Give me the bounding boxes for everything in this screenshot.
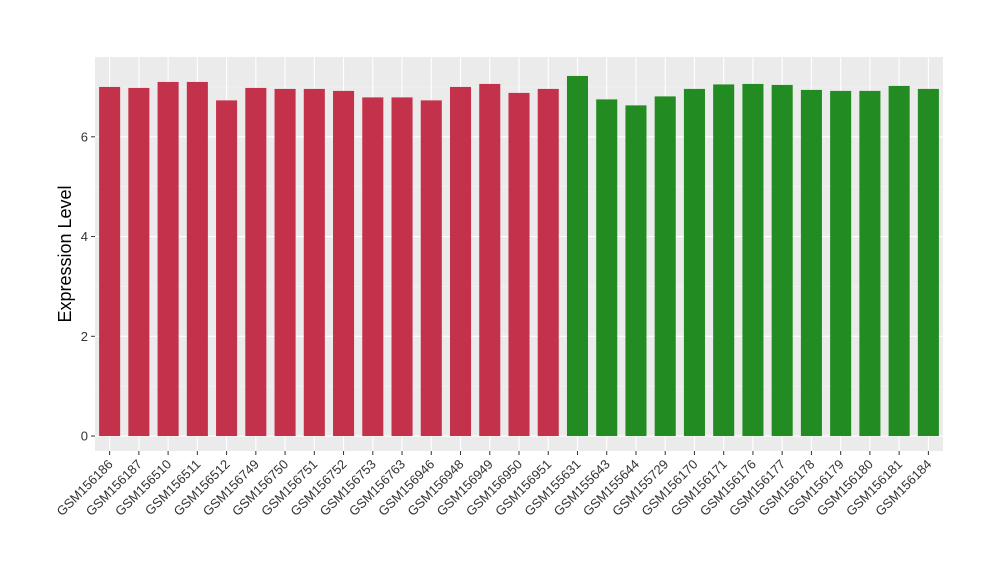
bar-GSM156946 bbox=[420, 100, 442, 437]
bar-GSM156951 bbox=[537, 88, 559, 437]
bar-GSM155729 bbox=[654, 96, 676, 437]
bar-GSM156750 bbox=[274, 88, 296, 437]
bar-series bbox=[99, 75, 939, 437]
bar-GSM156753 bbox=[362, 97, 384, 437]
x-axis: GSM156186GSM156187GSM156510GSM156511GSM1… bbox=[54, 451, 935, 519]
y-tick-label: 6 bbox=[81, 129, 88, 144]
bar-GSM156948 bbox=[449, 86, 472, 437]
bar-GSM156950 bbox=[508, 92, 530, 437]
bar-GSM155631 bbox=[566, 75, 589, 437]
y-tick-label: 2 bbox=[81, 329, 88, 344]
bar-GSM156749 bbox=[245, 87, 267, 437]
bar-GSM156751 bbox=[303, 88, 325, 437]
bar-GSM156178 bbox=[800, 89, 822, 437]
bar-GSM156949 bbox=[479, 83, 501, 437]
y-tick-label: 0 bbox=[81, 429, 88, 444]
y-axis-title: Expression Level bbox=[55, 185, 75, 322]
y-tick-label: 4 bbox=[81, 229, 88, 244]
bar-GSM156176 bbox=[742, 83, 764, 437]
bar-GSM156511 bbox=[186, 81, 208, 437]
bar-GSM156179 bbox=[830, 90, 852, 437]
bar-GSM156752 bbox=[333, 90, 355, 437]
bar-GSM156184 bbox=[917, 88, 939, 437]
bar-GSM156177 bbox=[771, 84, 793, 437]
y-axis: 0 2 4 6 bbox=[81, 129, 95, 444]
bar-GSM156187 bbox=[128, 87, 150, 437]
bar-GSM156180 bbox=[859, 90, 881, 437]
bar-GSM156512 bbox=[216, 100, 238, 437]
bar-GSM156181 bbox=[888, 85, 910, 437]
bar-GSM156763 bbox=[391, 97, 413, 437]
bar-GSM156186 bbox=[99, 86, 121, 437]
bar-GSM156170 bbox=[683, 88, 705, 437]
bar-GSM155643 bbox=[596, 99, 618, 437]
bar-GSM156510 bbox=[157, 81, 179, 437]
bar-GSM155644 bbox=[625, 105, 647, 437]
bar-GSM156171 bbox=[713, 84, 735, 437]
